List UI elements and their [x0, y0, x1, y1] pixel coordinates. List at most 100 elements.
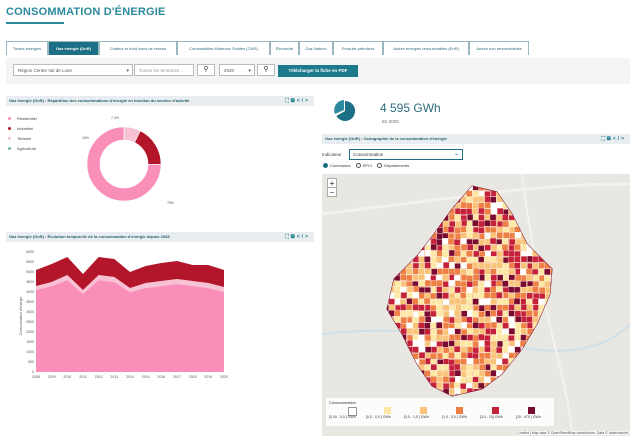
evolution-panel-title: Gaz énergie (GnR) : Évolution temporelle… [9, 234, 170, 239]
kpi-subtitle: En 2020 [382, 119, 399, 124]
legend-swatch [384, 407, 391, 414]
legend-swatch [8, 127, 11, 131]
x-tick-label: 2020 [220, 375, 228, 379]
year-value: 2020 [224, 68, 235, 73]
tab-gaz-naturel[interactable]: Gaz Naturel [299, 41, 333, 55]
fullscreen-icon[interactable]: ⛶ [601, 136, 607, 142]
indicator-label: Indicateur [322, 152, 342, 157]
radio-communes[interactable]: Communes [323, 163, 351, 169]
choropleth-map[interactable]: + − Consommation [0,00 - 0,0 ] GWh ]0,0 … [322, 174, 630, 436]
evolution-area-chart: 0 500 1000 1500 2000 2500 3000 3500 4000 4500 5000… [19, 250, 228, 379]
chevron-down-icon: ⌄ [453, 151, 459, 157]
tab-toutes-energies[interactable]: Toutes énergies [6, 41, 48, 55]
tab-cms[interactable]: Combustibles Minéraux Solides (CMS) [177, 41, 270, 55]
search-icon: ⚲ [263, 66, 269, 73]
year-search-button[interactable]: ⚲ [257, 64, 275, 76]
download-icon[interactable]: ▤ [290, 98, 297, 104]
slice-label-tertiaire: 7,3% [111, 116, 119, 120]
map-canvas[interactable] [322, 174, 630, 436]
y-tick-label: 1500 [26, 340, 34, 344]
area-series-résidentiel[interactable] [36, 280, 224, 372]
scale-radio-group: Communes EPCI Départements [323, 163, 413, 169]
y-axis-label: Consommation d'énergie [19, 297, 23, 336]
legend-swatch [492, 407, 499, 414]
donut-slice-industriel[interactable] [134, 130, 162, 165]
legend-label: Tertiaire [17, 136, 32, 141]
map-legend: Consommation [0,00 - 0,0 ] GWh ]0,0 - 0,… [326, 398, 554, 426]
region-select[interactable]: Région Centre Val de Loire ▾ [13, 64, 133, 76]
x-tick-label: 2013 [110, 375, 118, 379]
embed-icon[interactable]: </> [296, 98, 310, 104]
sector-donut-chart: 7,3% 18% 75% [82, 116, 174, 205]
embed-icon[interactable]: </> [296, 234, 310, 240]
evolution-panel-header: Gaz énergie (GnR) : Évolution temporelle… [6, 232, 314, 242]
y-tick-label: 3000 [26, 310, 34, 314]
territory-input[interactable]: Toutes les territoires... [134, 64, 194, 76]
radio-label: Communes [330, 163, 351, 168]
title-underline [6, 22, 64, 24]
indicator-value: Consommation [353, 152, 384, 157]
tab-gaz-energie[interactable]: Gaz énergie (GnR) [48, 41, 99, 55]
zoom-out-button[interactable]: − [327, 187, 337, 197]
download-icon[interactable]: ▤ [606, 136, 613, 142]
filter-bar: Région Centre Val de Loire ▾ Toutes les … [6, 58, 630, 84]
y-tick-label: 5000 [26, 270, 34, 274]
donut-slice-résidentiel[interactable] [86, 126, 162, 202]
map-attribution[interactable]: Leaflet | Map data © OpenStreetMap contr… [518, 431, 628, 435]
radio-departements[interactable]: Départements [377, 163, 410, 169]
download-pdf-button[interactable]: Télécharger la fiche en PDF [278, 65, 358, 77]
embed-icon[interactable]: </> [612, 136, 626, 142]
panel-controls: ⛶▤</> [285, 96, 310, 106]
sector-panel-title: Gaz énergie (GnR) : Répartition des cons… [9, 98, 190, 103]
tab-produits-petroliers[interactable]: Produits pétroliers [333, 41, 383, 55]
y-tick-label: 2500 [26, 320, 34, 324]
kpi-card: 4 595 GWh En 2020 [330, 98, 630, 130]
y-tick-label: 1000 [26, 350, 34, 354]
slice-label-residentiel: 75% [167, 201, 174, 205]
radio-epci[interactable]: EPCI [355, 163, 372, 169]
x-tick-label: 2008 [32, 375, 40, 379]
download-icon[interactable]: ▤ [290, 234, 297, 240]
year-select[interactable]: 2020 ▾ [219, 64, 255, 76]
legend-swatch [528, 407, 535, 414]
radio-dot [377, 163, 383, 169]
radio-label: Départements [384, 163, 410, 168]
map-panel-title: Gaz énergie (GnR) : Cartographie de la c… [325, 136, 447, 141]
area-series-industriel[interactable] [36, 257, 224, 290]
tab-chaleur-froid[interactable]: Chaleur et froid issus de réseau [99, 41, 177, 55]
y-tick-label: 0 [32, 370, 34, 374]
legend-label: Résidentiel [17, 116, 37, 121]
tab-electricite[interactable]: Électricité [270, 41, 299, 55]
legend-swatch [8, 147, 11, 151]
legend-swatch [420, 407, 427, 414]
pie-icon [334, 100, 356, 121]
y-tick-label: 2000 [26, 330, 34, 334]
legend-item: Industriel [8, 126, 33, 131]
fullscreen-icon[interactable]: ⛶ [285, 98, 291, 104]
x-tick-label: 2016 [157, 375, 165, 379]
y-tick-label: 4000 [26, 290, 34, 294]
x-tick-label: 2018 [189, 375, 197, 379]
legend-label: Agriculture [17, 146, 37, 151]
y-tick-label: 6000 [26, 250, 34, 254]
radio-label: EPCI [362, 163, 372, 168]
legend-label: ]10 - 470 ] GWh [516, 415, 541, 419]
tab-autres-non-renouvelables[interactable]: Autres non renouvelables [469, 41, 529, 55]
radio-dot [355, 163, 361, 169]
x-tick-label: 2017 [173, 375, 181, 379]
y-tick-label: 3500 [26, 300, 34, 304]
search-button[interactable]: ⚲ [197, 64, 215, 76]
x-tick-label: 2011 [79, 375, 87, 379]
tab-autres-enr[interactable]: Autres énergies renouvelables (EnR) [383, 41, 469, 55]
legend-item: Tertiaire [8, 136, 31, 141]
area-series-tertiaire[interactable] [36, 275, 224, 294]
y-tick-label: 4500 [26, 280, 34, 284]
map-panel-header: Gaz énergie (GnR) : Cartographie de la c… [322, 134, 630, 144]
indicator-select[interactable]: Consommation ⌄ [349, 149, 463, 160]
chevron-down-icon: ▾ [248, 68, 251, 74]
fullscreen-icon[interactable]: ⛶ [285, 234, 291, 240]
legend-label: ]0,0 - 1,0 ] GWh [404, 415, 429, 419]
x-tick-label: 2010 [63, 375, 71, 379]
x-tick-label: 2012 [95, 375, 103, 379]
legend-swatch [456, 407, 463, 414]
